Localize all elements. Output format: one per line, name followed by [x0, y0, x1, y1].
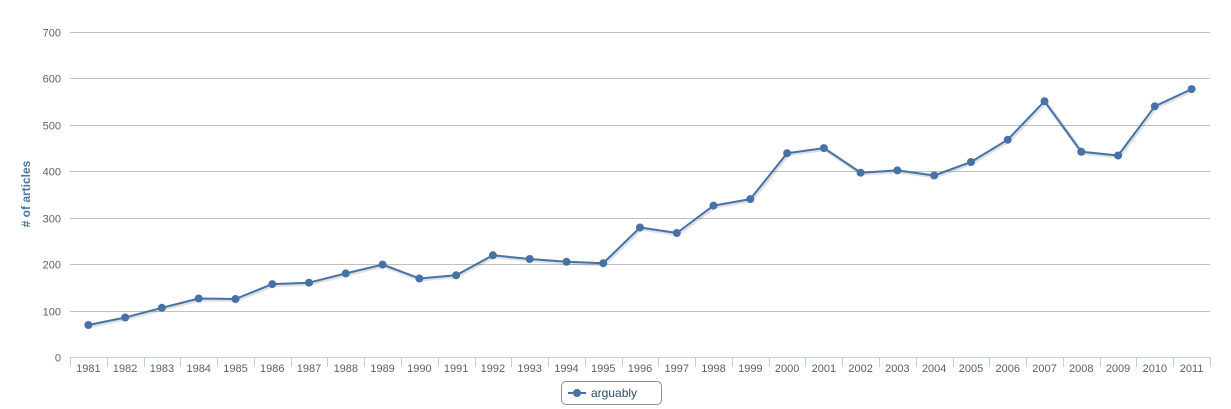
x-tick-label: 1984: [186, 363, 210, 375]
data-point: [893, 166, 902, 175]
data-point: [378, 260, 387, 269]
data-point: [636, 223, 644, 232]
y-tick-label: 300: [43, 214, 61, 226]
x-tick-label: 1990: [407, 363, 431, 375]
data-point: [1077, 147, 1086, 156]
x-tick-label: 1994: [554, 363, 578, 375]
data-point: [84, 321, 93, 329]
data-point: [562, 257, 571, 266]
x-tick-label: 1995: [591, 363, 615, 375]
x-tick-label: 1991: [444, 363, 468, 375]
data-point: [268, 280, 277, 289]
data-point: [709, 201, 718, 210]
data-point: [746, 195, 755, 204]
data-point: [341, 269, 350, 278]
x-tick-label: 2007: [1032, 363, 1056, 375]
data-point: [1150, 102, 1159, 111]
x-tick-label: 1999: [738, 363, 762, 375]
x-tick-label: 1986: [260, 363, 284, 375]
x-tick-label: 1981: [76, 363, 100, 375]
x-tick-label: 2004: [922, 363, 946, 375]
data-point: [415, 274, 424, 283]
y-tick-label: 200: [43, 260, 61, 272]
x-tick-label: 2009: [1106, 363, 1130, 375]
data-point: [231, 295, 240, 303]
y-tick-label: 400: [43, 167, 61, 179]
x-tick-label: 2011: [1180, 363, 1204, 375]
x-tick-label: 1988: [334, 363, 358, 375]
data-point: [783, 149, 792, 158]
data-point: [930, 171, 939, 180]
grid-lines: [70, 32, 1210, 312]
data-point: [1114, 151, 1123, 160]
data-point: [452, 271, 461, 280]
data-point: [819, 144, 828, 153]
x-axis: [70, 357, 1211, 367]
data-point: [967, 158, 975, 166]
data-point: [1040, 97, 1049, 106]
x-tick-label: 1982: [113, 363, 137, 375]
data-point: [856, 168, 865, 177]
data-point: [525, 255, 534, 263]
data-point: [1003, 135, 1012, 144]
y-tick-label: 600: [43, 74, 61, 86]
x-tick-label: 2006: [995, 363, 1019, 375]
data-point: [121, 313, 130, 322]
x-tick-label: 1987: [297, 363, 321, 375]
y-axis-title: # of articles: [19, 160, 33, 227]
x-tick-label: 2000: [775, 363, 799, 375]
x-tick-label: 2005: [959, 363, 983, 375]
x-tick-label: 1985: [223, 363, 247, 375]
y-tick-label: 500: [43, 121, 61, 133]
y-tick-label: 700: [43, 28, 61, 40]
data-point: [672, 229, 681, 237]
x-tick-label: 2002: [848, 363, 872, 375]
x-tick-label: 2001: [812, 363, 836, 375]
x-tick-label: 1989: [370, 363, 394, 375]
data-point: [1187, 85, 1196, 94]
x-tick-label: 2003: [885, 363, 909, 375]
y-axis-tick-labels: 0 100 200 300 400 500 600 700: [43, 28, 61, 365]
x-axis-tick-labels: 1981 1982 1983 1984 1985 1986 1987 1988 1989 1990…: [76, 363, 1203, 375]
x-tick-label: 2010: [1143, 363, 1167, 375]
legend-marker-icon: [568, 387, 586, 399]
x-tick-label: 1998: [701, 363, 725, 375]
data-point: [599, 259, 608, 268]
y-tick-label: 0: [55, 353, 61, 365]
x-tick-label: 1997: [665, 363, 689, 375]
x-tick-label: 1996: [628, 363, 652, 375]
series-group: [84, 85, 1196, 329]
y-tick-label: 100: [43, 307, 61, 319]
x-tick-label: 2008: [1069, 363, 1093, 375]
x-tick-label: 1983: [150, 363, 174, 375]
x-tick-label: 1992: [481, 363, 505, 375]
legend[interactable]: arguably: [561, 381, 662, 405]
data-point: [488, 251, 497, 260]
data-point: [157, 303, 166, 312]
x-tick-label: 1993: [517, 363, 541, 375]
legend-label: arguably: [591, 386, 638, 400]
data-point: [305, 278, 313, 287]
data-point: [194, 294, 203, 303]
